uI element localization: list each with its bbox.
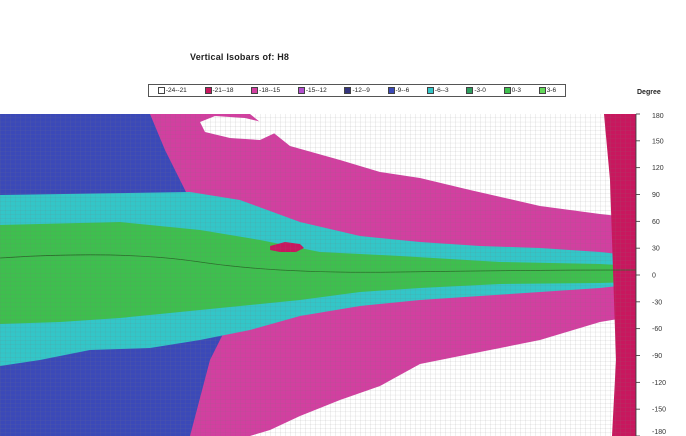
- y-tick-label: 60: [652, 219, 660, 226]
- legend-item: -15--12: [297, 87, 327, 94]
- legend-item: -6--3: [426, 87, 449, 94]
- legend-swatch: [157, 87, 165, 94]
- legend-swatch: [503, 87, 511, 94]
- legend-label: -15--12: [305, 87, 327, 94]
- y-tick-label: -90: [652, 353, 662, 360]
- legend-item: -3-0: [466, 87, 486, 94]
- legend-swatch: [466, 87, 474, 94]
- legend-item: -24--21: [157, 87, 187, 94]
- legend-swatch: [297, 87, 305, 94]
- legend-label: -6--3: [434, 87, 449, 94]
- y-tick-label: 90: [652, 192, 660, 199]
- chart-legend: -24--21 -21--18 -18--15 -15--12 -12--9 -9--6 -…: [148, 84, 566, 97]
- legend-label: -9--6: [395, 87, 410, 94]
- y-tick-label: -120: [652, 380, 666, 387]
- y-tick-label: 30: [652, 246, 660, 253]
- legend-item: -12--9: [344, 87, 370, 94]
- y-tick-label: -60: [652, 326, 662, 333]
- legend-item: -21--18: [204, 87, 234, 94]
- legend-label: -21--18: [212, 87, 234, 94]
- chart-title: Vertical Isobars of: H8: [190, 52, 290, 62]
- legend-label: -3-0: [474, 87, 486, 94]
- y-tick-label: -30: [652, 299, 662, 306]
- y-tick-label: 0: [652, 273, 656, 280]
- legend-label: 3-6: [546, 87, 557, 94]
- y-tick-label: -180: [652, 429, 666, 436]
- legend-swatch: [426, 87, 434, 94]
- legend-item: -9--6: [387, 87, 410, 94]
- legend-label: 0-3: [511, 87, 521, 94]
- legend-swatch: [251, 87, 259, 94]
- y-tick-label: 180: [652, 113, 664, 120]
- y-tick-label: 120: [652, 165, 664, 172]
- legend-item: -18--15: [251, 87, 280, 94]
- grid-overlay: [0, 114, 636, 436]
- legend-label: -24--21: [165, 87, 187, 94]
- y-tick-label: 150: [652, 138, 664, 145]
- legend-swatch: [344, 87, 352, 94]
- legend-label: -12--9: [352, 87, 370, 94]
- legend-swatch: [387, 87, 395, 94]
- legend-label: -18--15: [259, 87, 281, 94]
- legend-item: 3-6: [538, 87, 557, 94]
- y-tick-label: -150: [652, 407, 666, 414]
- y-axis-label: Degree: [637, 89, 661, 96]
- legend-item: 0-3: [503, 87, 521, 94]
- legend-swatch: [538, 87, 546, 94]
- legend-swatch: [204, 87, 212, 94]
